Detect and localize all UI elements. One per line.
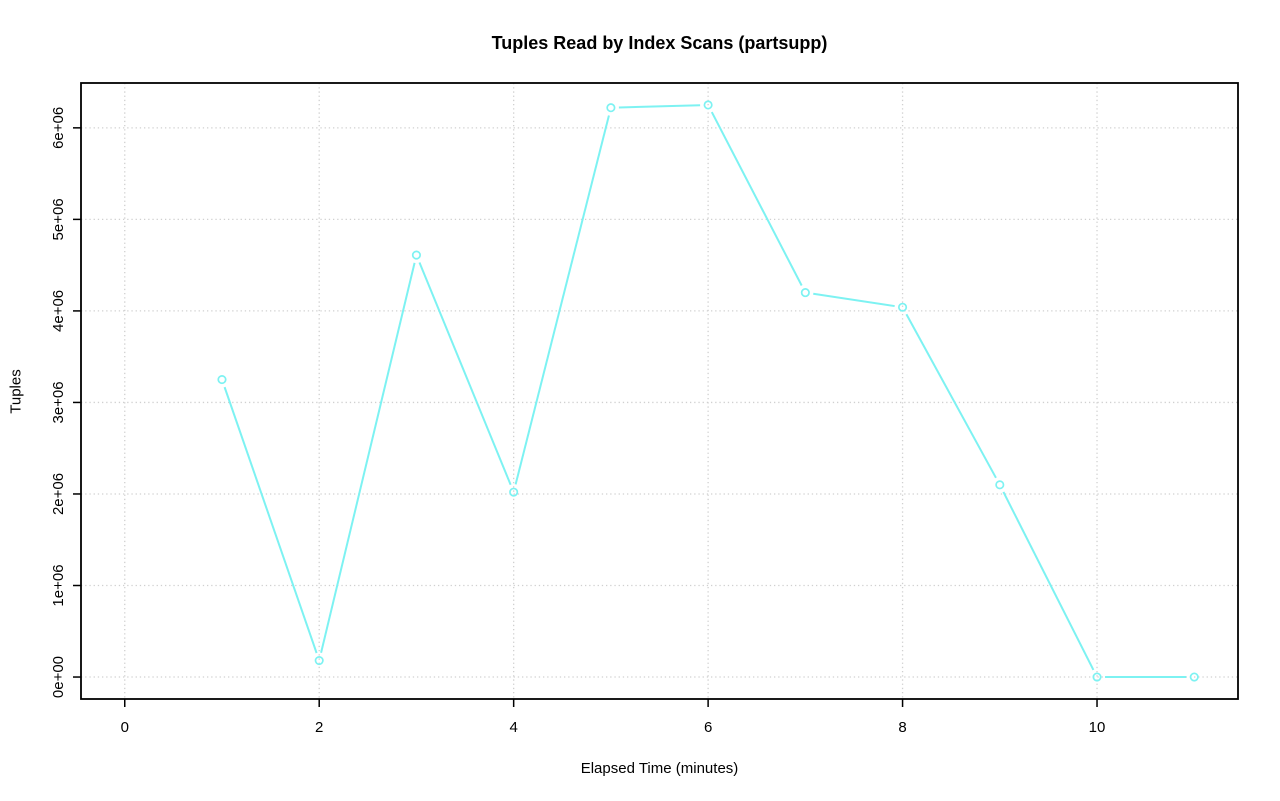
series-line-segment — [223, 386, 318, 654]
y-tick-label: 6e+06 — [50, 107, 67, 149]
data-point-marker — [995, 480, 1005, 490]
data-point-marker — [898, 302, 908, 312]
x-tick-label: 0 — [121, 719, 129, 736]
data-point-marker — [606, 103, 616, 113]
plot-box — [80, 82, 1239, 700]
series-line-segment — [813, 292, 895, 308]
data-point-marker — [703, 100, 713, 110]
series-line-segment — [905, 313, 997, 479]
x-tick-label: 8 — [898, 719, 906, 736]
y-tick-label: 3e+06 — [50, 381, 67, 423]
series-line-segment — [514, 115, 610, 485]
x-tick-label: 10 — [1089, 719, 1106, 736]
data-point-marker — [509, 487, 519, 497]
data-point-marker — [314, 656, 324, 666]
y-tick-label: 1e+06 — [50, 564, 67, 606]
series-line-segment — [1002, 491, 1095, 671]
x-tick-label: 4 — [509, 719, 517, 736]
data-point-marker — [217, 375, 227, 385]
series-line-segment — [618, 104, 701, 109]
y-tick-label: 2e+06 — [50, 473, 67, 515]
y-tick-label: 4e+06 — [50, 290, 67, 332]
x-tick-label: 2 — [315, 719, 323, 736]
x-tick-label: 6 — [704, 719, 712, 736]
series-line-segment — [320, 262, 416, 654]
data-point-marker — [1092, 672, 1102, 682]
y-tick-label: 0e+00 — [50, 656, 67, 698]
y-tick-label: 5e+06 — [50, 198, 67, 240]
data-point-marker — [411, 250, 421, 260]
chart-title: Tuples Read by Index Scans (partsupp) — [491, 33, 828, 53]
series-line-segment — [418, 262, 512, 486]
data-point-marker — [800, 288, 810, 298]
series-line-segment — [710, 111, 803, 286]
x-axis-label: Elapsed Time (minutes) — [580, 760, 739, 777]
data-point-marker — [1189, 672, 1199, 682]
